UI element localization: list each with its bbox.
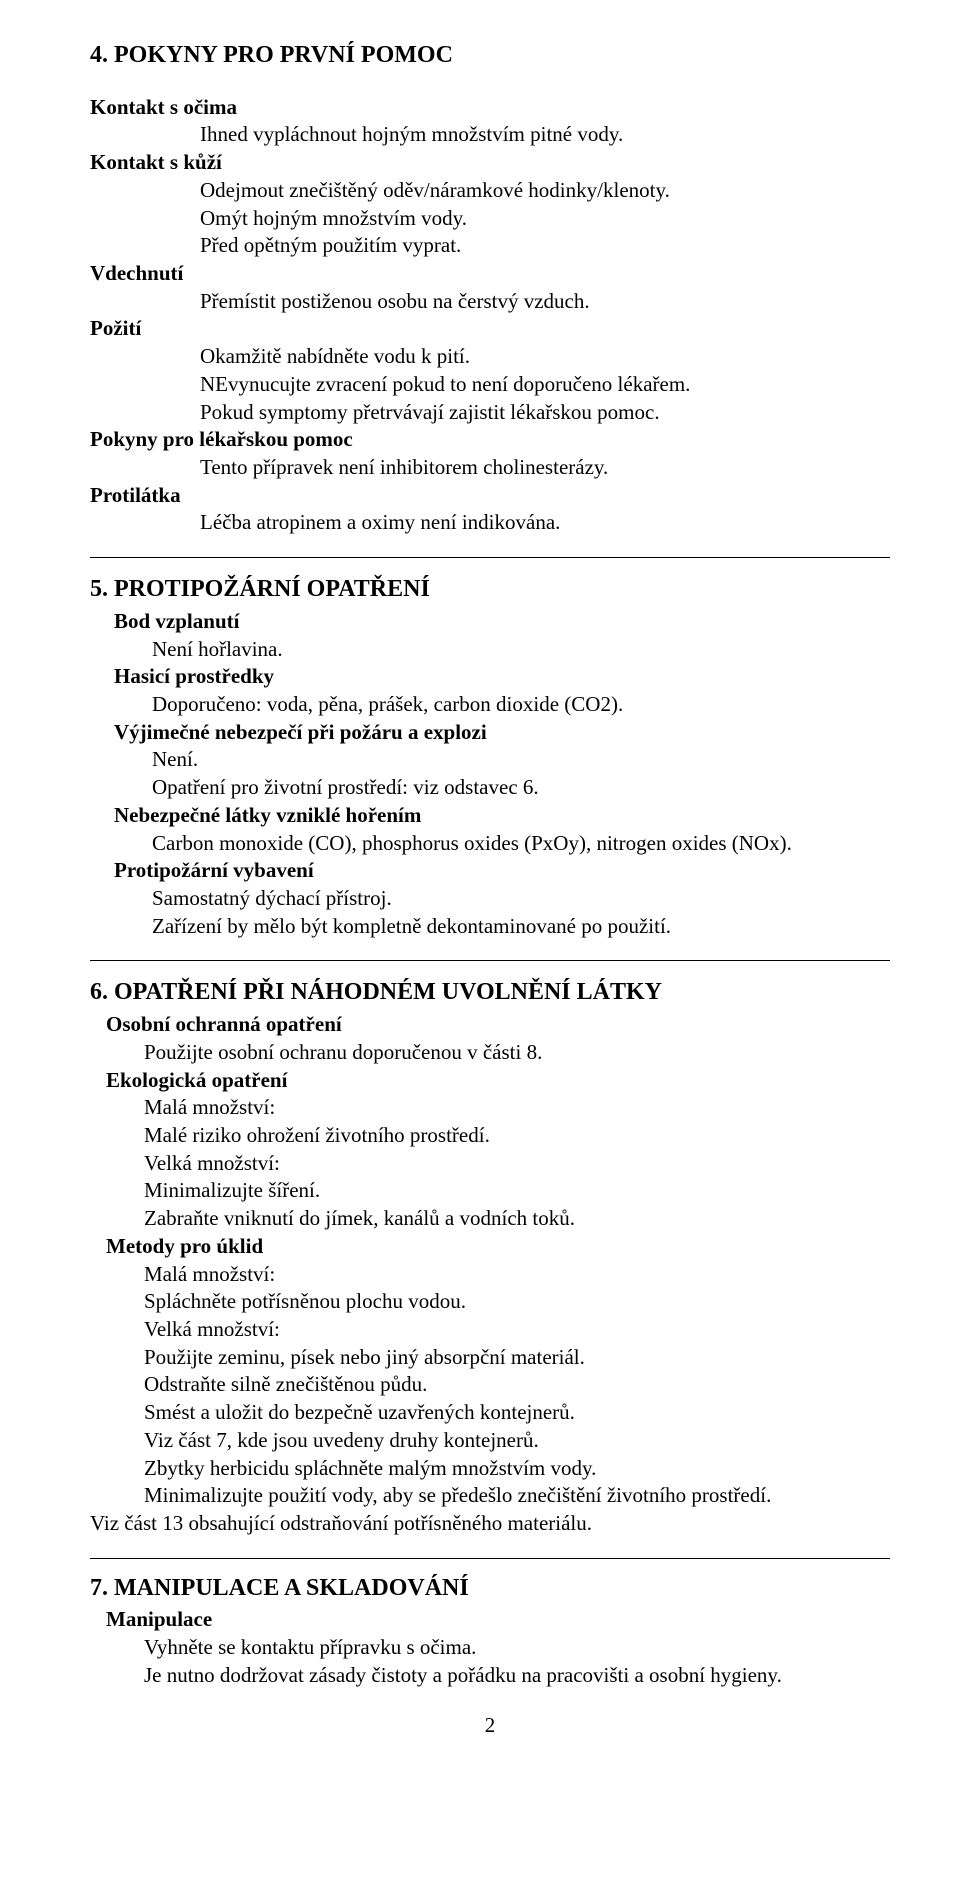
firefighting-equipment-label: Protipožární vybavení	[114, 857, 890, 885]
cleanup-methods-label: Metody pro úklid	[106, 1233, 890, 1261]
section-4-title: 4. POKYNY PRO PRVNÍ POMOC	[90, 40, 890, 72]
fire-hazard-text-1: Není.	[114, 746, 890, 774]
cleanup-text-4: Použijte zeminu, písek nebo jiný absorpč…	[106, 1344, 890, 1372]
divider	[90, 557, 890, 558]
eco-text-1: Malá množství:	[106, 1094, 890, 1122]
cleanup-text-5: Odstraňte silně znečištěnou půdu.	[106, 1371, 890, 1399]
section-7-title: 7. MANIPULACE A SKLADOVÁNÍ	[90, 1573, 890, 1605]
cleanup-text-6: Smést a uložit do bezpečně uzavřených ko…	[106, 1399, 890, 1427]
handling-label: Manipulace	[106, 1606, 890, 1634]
flash-point-text: Není hořlavina.	[114, 636, 890, 664]
skin-contact-text-1: Odejmout znečištěný oděv/náramkové hodin…	[90, 177, 890, 205]
antidote-label: Protilátka	[90, 482, 890, 510]
flash-point-label: Bod vzplanutí	[114, 608, 890, 636]
ingestion-text-3: Pokud symptomy přetrvávají zajistit léka…	[90, 399, 890, 427]
eco-text-2: Malé riziko ohrožení životního prostředí…	[106, 1122, 890, 1150]
inhalation-label: Vdechnutí	[90, 260, 890, 288]
ingestion-text-1: Okamžitě nabídněte vodu k pití.	[90, 343, 890, 371]
eyes-contact-label: Kontakt s očima	[90, 94, 890, 122]
cleanup-text-7: Viz část 7, kde jsou uvedeny druhy konte…	[106, 1427, 890, 1455]
handling-text-1: Vyhněte se kontaktu přípravku s očima.	[106, 1634, 890, 1662]
firefighting-equipment-text-2: Zařízení by mělo být kompletně dekontami…	[114, 913, 890, 941]
personal-protection-text: Použijte osobní ochranu doporučenou v čá…	[106, 1039, 890, 1067]
document-page: 4. POKYNY PRO PRVNÍ POMOC Kontakt s očim…	[0, 0, 960, 1769]
combustion-products-text: Carbon monoxide (CO), phosphorus oxides …	[114, 830, 890, 858]
section-5-body: Bod vzplanutí Není hořlavina. Hasicí pro…	[90, 608, 890, 941]
ecological-measures-label: Ekologická opatření	[106, 1067, 890, 1095]
page-number: 2	[90, 1712, 890, 1740]
medical-advice-text: Tento přípravek není inhibitorem choline…	[90, 454, 890, 482]
divider	[90, 1558, 890, 1559]
medical-advice-label: Pokyny pro lékařskou pomoc	[90, 426, 890, 454]
eyes-contact-text: Ihned vypláchnout hojným množstvím pitné…	[90, 121, 890, 149]
combustion-products-label: Nebezpečné látky vzniklé hořením	[114, 802, 890, 830]
handling-text-2: Je nutno dodržovat zásady čistoty a pořá…	[106, 1662, 890, 1690]
cleanup-text-1: Malá množství:	[106, 1261, 890, 1289]
ingestion-label: Požití	[90, 315, 890, 343]
cleanup-text-9: Minimalizujte použití vody, aby se přede…	[106, 1482, 890, 1510]
cleanup-text-8: Zbytky herbicidu spláchněte malým množst…	[106, 1455, 890, 1483]
skin-contact-text-3: Před opětným použitím vyprat.	[90, 232, 890, 260]
antidote-text: Léčba atropinem a oximy není indikována.	[90, 509, 890, 537]
extinguishing-label: Hasicí prostředky	[114, 663, 890, 691]
section-5-title: 5. PROTIPOŽÁRNÍ OPATŘENÍ	[90, 574, 890, 606]
section-6-title: 6. OPATŘENÍ PŘI NÁHODNÉM UVOLNĚNÍ LÁTKY	[90, 977, 890, 1009]
skin-contact-label: Kontakt s kůží	[90, 149, 890, 177]
divider	[90, 960, 890, 961]
ingestion-text-2: NEvynucujte zvracení pokud to není dopor…	[90, 371, 890, 399]
cleanup-text-3: Velká množství:	[106, 1316, 890, 1344]
firefighting-equipment-text-1: Samostatný dýchací přístroj.	[114, 885, 890, 913]
eco-text-3: Velká množství:	[106, 1150, 890, 1178]
fire-hazard-text-2: Opatření pro životní prostředí: viz odst…	[114, 774, 890, 802]
section-6-body: Osobní ochranná opatření Použijte osobní…	[90, 1011, 890, 1510]
fire-hazard-label: Výjimečné nebezpečí při požáru a explozi	[114, 719, 890, 747]
section-7-body: Manipulace Vyhněte se kontaktu přípravku…	[90, 1606, 890, 1689]
eco-text-5: Zabraňte vniknutí do jímek, kanálů a vod…	[106, 1205, 890, 1233]
eco-text-4: Minimalizujte šíření.	[106, 1177, 890, 1205]
section-13-reference: Viz část 13 obsahující odstraňování potř…	[90, 1510, 890, 1538]
inhalation-text: Přemístit postiženou osobu na čerstvý vz…	[90, 288, 890, 316]
extinguishing-text: Doporučeno: voda, pěna, prášek, carbon d…	[114, 691, 890, 719]
skin-contact-text-2: Omýt hojným množstvím vody.	[90, 205, 890, 233]
cleanup-text-2: Spláchněte potřísněnou plochu vodou.	[106, 1288, 890, 1316]
personal-protection-label: Osobní ochranná opatření	[106, 1011, 890, 1039]
